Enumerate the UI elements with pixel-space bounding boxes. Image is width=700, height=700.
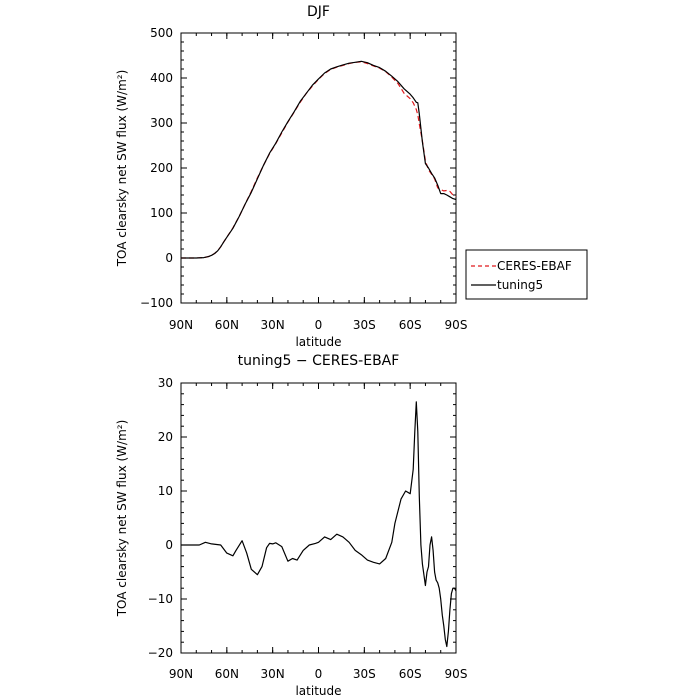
y-tick-label: 0 (165, 251, 173, 265)
y-tick-label: 300 (150, 116, 173, 130)
legend-label: tuning5 (497, 278, 543, 292)
x-tick-label: 60S (399, 667, 422, 681)
chart-title: DJF (307, 4, 330, 20)
y-tick-label: 30 (158, 376, 173, 390)
y-tick-label: −10 (148, 592, 173, 606)
series-line-tuning5 (181, 60, 457, 259)
y-tick-label: 500 (150, 26, 173, 40)
plot-frame (180, 32, 457, 304)
y-tick-label: 400 (150, 71, 173, 85)
x-tick-label: 0 (315, 667, 323, 681)
y-axis-label: TOA clearsky net SW flux (W/m²) (115, 70, 129, 268)
x-tick-label: 30S (353, 318, 376, 332)
x-tick-label: 30N (261, 318, 285, 332)
x-tick-label: 60N (215, 667, 239, 681)
legend-label: CERES-EBAF (497, 259, 572, 273)
legend-box (465, 249, 588, 300)
y-tick-label: 200 (150, 161, 173, 175)
y-tick-label: 20 (158, 430, 173, 444)
x-tick-label: 60S (399, 318, 422, 332)
x-tick-label: 30S (353, 667, 376, 681)
x-tick-label: 90N (169, 667, 193, 681)
x-tick-label: 60N (215, 318, 239, 332)
y-tick-label: −20 (148, 646, 173, 660)
x-axis-label: latitude (295, 684, 341, 698)
x-axis-label: latitude (295, 335, 341, 349)
y-tick-label: −100 (140, 296, 173, 310)
y-axis-label: TOA clearsky net SW flux (W/m²) (115, 420, 129, 618)
series-line-series-0 (181, 401, 457, 648)
x-tick-label: 90N (169, 318, 193, 332)
x-tick-label: 90S (445, 667, 468, 681)
series-line-ceres-ebaf (181, 61, 457, 259)
y-tick-label: 10 (158, 484, 173, 498)
x-tick-label: 30N (261, 667, 285, 681)
x-tick-label: 0 (315, 318, 323, 332)
chart-title: tuning5 − CERES-EBAF (238, 353, 400, 369)
y-tick-label: 100 (150, 206, 173, 220)
y-tick-label: 0 (165, 538, 173, 552)
x-tick-label: 90S (445, 318, 468, 332)
